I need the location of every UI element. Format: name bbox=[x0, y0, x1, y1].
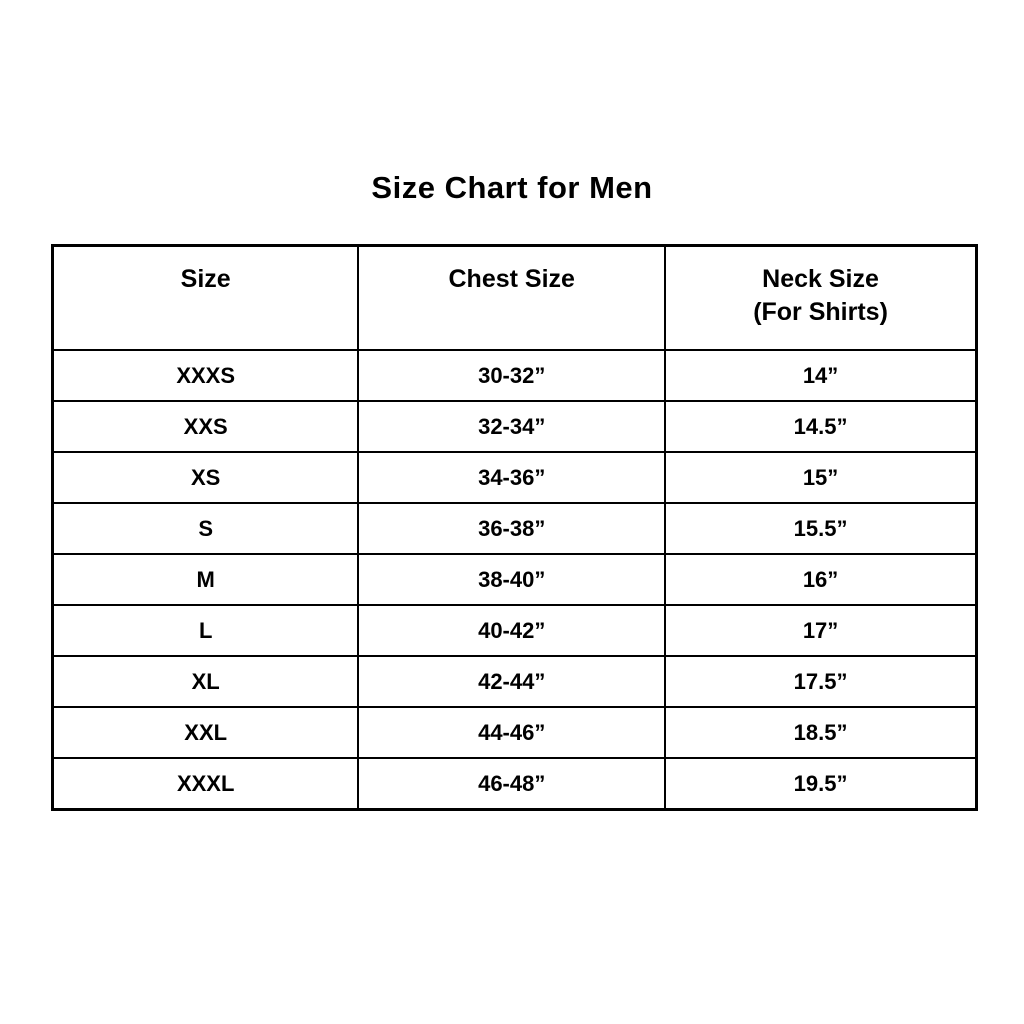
header-neck-size-line2: (For Shirts) bbox=[753, 297, 888, 326]
table-row: XL 42-44” 17.5” bbox=[51, 655, 978, 708]
chest-size-cell: 42-44” bbox=[357, 655, 667, 708]
chest-size-cell: 32-34” bbox=[357, 400, 667, 453]
page-title: Size Chart for Men bbox=[371, 170, 653, 205]
chest-size-cell: 34-36” bbox=[357, 451, 667, 504]
neck-size-cell: 14” bbox=[664, 349, 978, 402]
neck-size-cell: 14.5” bbox=[664, 400, 978, 453]
size-cell: XXXS bbox=[51, 349, 360, 402]
size-cell: XS bbox=[51, 451, 360, 504]
header-neck-size: Neck Size (For Shirts) bbox=[664, 244, 978, 351]
size-chart-table: Size Chest Size Neck Size (For Shirts) X… bbox=[51, 244, 978, 811]
size-cell: XXXL bbox=[51, 757, 360, 811]
table-row: L 40-42” 17” bbox=[51, 604, 978, 657]
table-header: Size Chest Size Neck Size (For Shirts) bbox=[51, 244, 978, 351]
neck-size-cell: 15.5” bbox=[664, 502, 978, 555]
header-chest-size: Chest Size bbox=[357, 244, 667, 351]
table-row: M 38-40” 16” bbox=[51, 553, 978, 606]
chest-size-cell: 30-32” bbox=[357, 349, 667, 402]
table-row: XXS 32-34” 14.5” bbox=[51, 400, 978, 453]
neck-size-cell: 17.5” bbox=[664, 655, 978, 708]
neck-size-cell: 17” bbox=[664, 604, 978, 657]
table-row: XS 34-36” 15” bbox=[51, 451, 978, 504]
size-table-body: XXXS 30-32” 14” XXS 32-34” 14.5” XS 34-36” 15” S 3… bbox=[51, 349, 978, 811]
neck-size-cell: 15” bbox=[664, 451, 978, 504]
size-cell: S bbox=[51, 502, 360, 555]
chest-size-cell: 40-42” bbox=[357, 604, 667, 657]
table-row: XXL 44-46” 18.5” bbox=[51, 706, 978, 759]
neck-size-cell: 18.5” bbox=[664, 706, 978, 759]
chest-size-cell: 38-40” bbox=[357, 553, 667, 606]
header-neck-size-line1: Neck Size bbox=[762, 265, 879, 293]
size-cell: M bbox=[51, 553, 360, 606]
chest-size-cell: 44-46” bbox=[357, 706, 667, 759]
chest-size-cell: 46-48” bbox=[357, 757, 667, 811]
size-cell: L bbox=[51, 604, 360, 657]
header-size: Size bbox=[51, 244, 360, 351]
table-row: XXXL 46-48” 19.5” bbox=[51, 757, 978, 811]
neck-size-cell: 16” bbox=[664, 553, 978, 606]
table-row: XXXS 30-32” 14” bbox=[51, 349, 978, 402]
size-cell: XXS bbox=[51, 400, 360, 453]
table-row: S 36-38” 15.5” bbox=[51, 502, 978, 555]
neck-size-cell: 19.5” bbox=[664, 757, 978, 811]
size-cell: XXL bbox=[51, 706, 360, 759]
header-row: Size Chest Size Neck Size (For Shirts) bbox=[51, 244, 978, 351]
chest-size-cell: 36-38” bbox=[357, 502, 667, 555]
size-cell: XL bbox=[51, 655, 360, 708]
